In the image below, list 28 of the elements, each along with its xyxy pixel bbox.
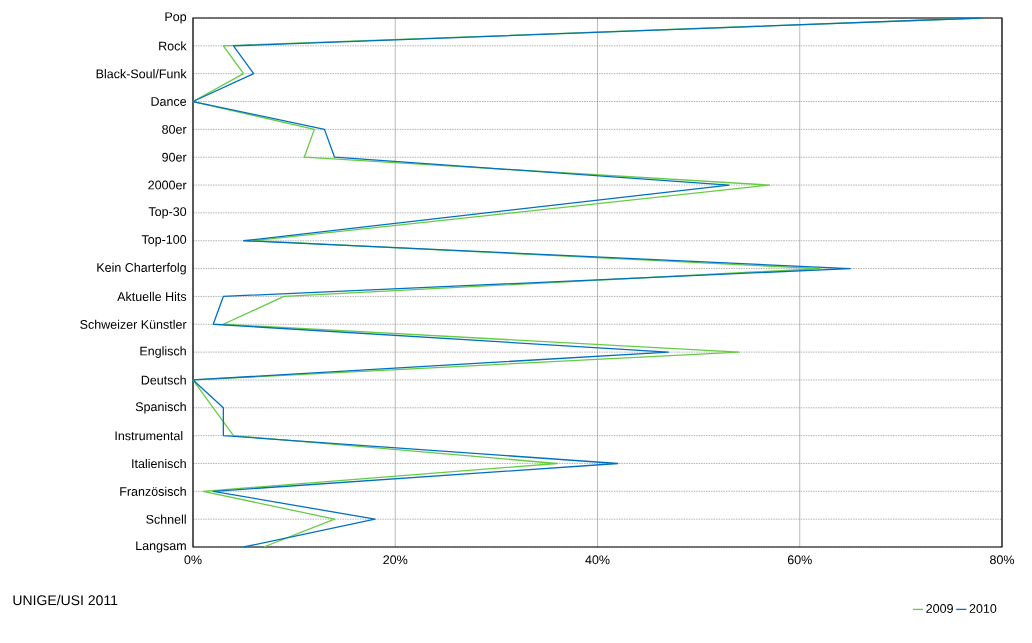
y-tick-label: Kein Charterfolg [97,262,186,275]
y-tick-label: Französisch [120,486,186,496]
y-tick-label: Aktuelle Hits [117,291,187,302]
y-tick-label: Pop [165,12,187,24]
x-tick-label: 80% [990,555,1015,565]
y-tick-label: Rock [159,41,187,51]
y-tick-label: Spanisch [135,401,186,414]
y-tick-label: Top-100 [141,235,187,247]
x-tick-label: 20% [383,555,408,565]
y-tick-label: Italienisch [132,458,186,469]
x-tick-label: 40% [585,555,610,565]
x-tick-label: 0% [184,555,202,565]
y-tick-label: Instrumental [115,431,183,441]
y-tick-label: 80er [162,124,187,134]
y-tick-label: Deutsch [141,375,186,385]
y-tick-label: Schweizer Künstler [80,319,187,329]
y-tick-label: 90er [162,152,187,162]
y-tick-label: Langsam [136,541,186,553]
y-tick-label: Top-30 [148,207,187,219]
y-tick-label: Black-Soul/Funk [96,69,187,79]
y-tick-label: Englisch [140,346,186,358]
text: UNIGE/USI 2011 [13,594,118,606]
y-tick-label: Schnell [146,514,186,524]
x-tick-label: 60% [787,555,812,565]
y-tick-label: 2000er [148,180,187,190]
legend-label: 2009 [926,604,953,613]
y-tick-label: Dance [151,97,187,106]
legend-label: 2010 [969,604,997,613]
